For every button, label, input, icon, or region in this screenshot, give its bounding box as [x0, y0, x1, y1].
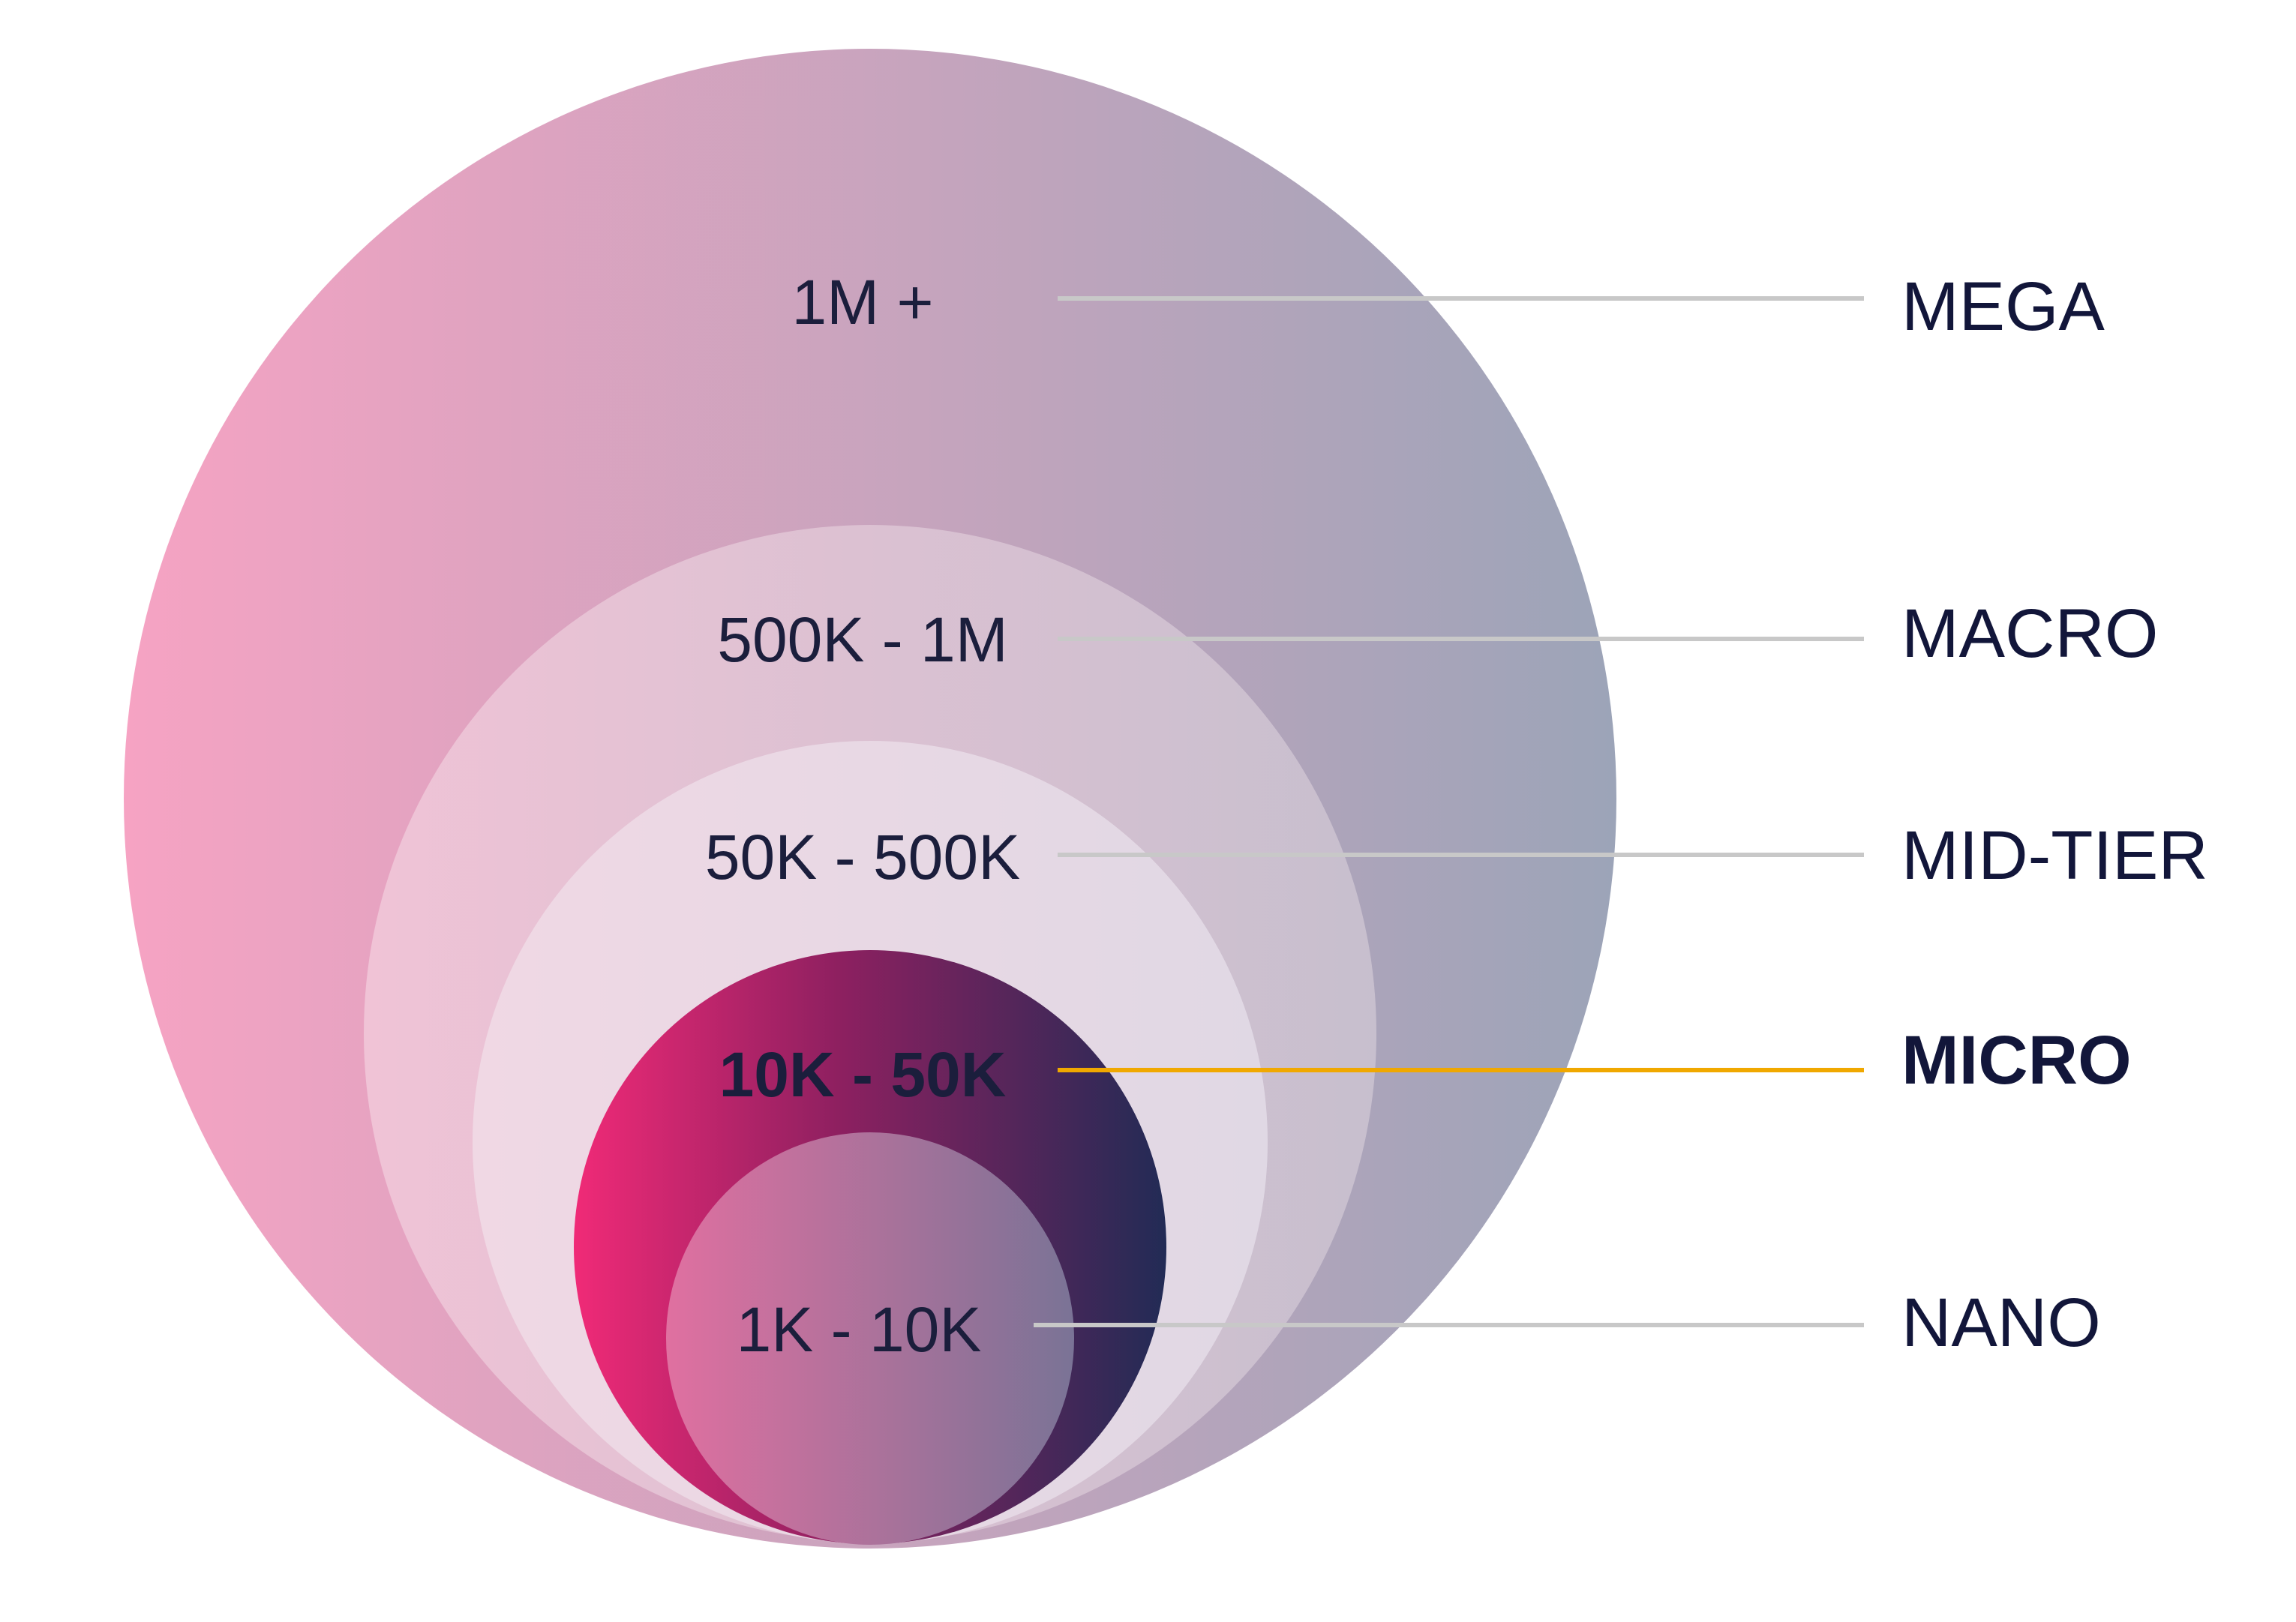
micro-range-label: 10K - 50K [719, 1039, 1007, 1110]
macro-tier-label: MACRO [1901, 595, 2158, 672]
nano-range-label: 1K - 10K [737, 1294, 982, 1365]
nano-tier-label: NANO [1901, 1285, 2101, 1361]
mid-tier-range-label: 50K - 500K [705, 822, 1020, 892]
mega-tier-label: MEGA [1901, 268, 2105, 345]
micro-tier-label: MICRO [1901, 1022, 2132, 1099]
mega-range-label: 1M + [791, 267, 933, 337]
nano-circle [666, 1132, 1074, 1545]
mid-tier-tier-label: MID-TIER [1901, 817, 2208, 894]
macro-range-label: 500K - 1M [717, 604, 1008, 675]
